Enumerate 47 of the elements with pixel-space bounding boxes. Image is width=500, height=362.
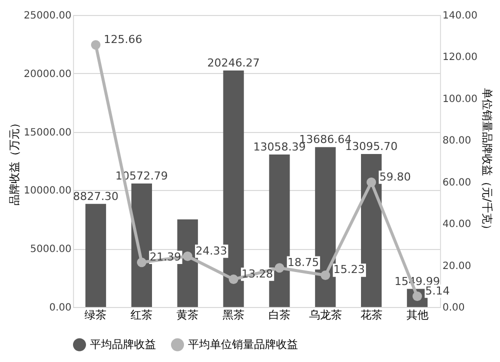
bar (85, 204, 106, 307)
point (228, 274, 238, 284)
x-tick-label: 花茶 (360, 308, 382, 322)
data-label: 21.39 (150, 250, 182, 264)
legend-label: 平均单位销量品牌收益 (188, 338, 298, 351)
data-label: 13058.39 (253, 140, 306, 154)
y-tick-label: 10000.00 (24, 186, 72, 197)
y-tick-label: 5000.00 (30, 244, 72, 256)
x-tick-label: 白茶 (268, 308, 290, 322)
y2-tick-label: 60.00 (442, 177, 472, 188)
y2-tick-label: 80.00 (442, 136, 472, 147)
y2-tick-label: 20.00 (442, 260, 472, 272)
data-label: 59.80 (379, 170, 411, 184)
data-label: 5.14 (425, 284, 450, 298)
y2-axis-title: 单位销量品牌收益（元/千克） (480, 88, 494, 235)
point (90, 40, 100, 50)
data-label: 15.23 (333, 263, 365, 276)
data-label: 18.75 (287, 256, 319, 269)
point (366, 178, 376, 188)
x-tick-label: 黑茶 (222, 308, 245, 322)
data-label: 125.66 (104, 32, 142, 46)
y-tick-label: 20000.00 (24, 68, 72, 80)
x-tick-label: 绿茶 (84, 308, 107, 322)
y-tick-label: 25000.00 (24, 10, 72, 22)
data-label: 24.33 (196, 244, 228, 258)
y2-tick-label: 120.00 (442, 52, 478, 64)
y2-tick-label: 0.00 (442, 302, 465, 314)
point (136, 258, 146, 268)
bar (131, 184, 152, 307)
point (320, 270, 330, 280)
data-label: 13.28 (242, 267, 274, 280)
y-tick-label: 0.00 (49, 302, 72, 314)
y-axis-title: 品牌收益（万元） (8, 118, 21, 206)
point (274, 263, 284, 273)
y2-tick-label: 100.00 (442, 94, 478, 105)
point (182, 252, 192, 261)
y-tick-label: 15000.00 (24, 127, 72, 138)
x-tick-label: 其他 (406, 308, 428, 322)
data-label: 8827.30 (72, 190, 118, 203)
data-label: 20246.27 (207, 56, 260, 70)
data-label: 13095.70 (345, 140, 398, 154)
x-tick-label: 黄茶 (176, 308, 199, 322)
x-tick-label: 乌龙茶 (308, 308, 342, 322)
x-tick-label: 红茶 (130, 308, 153, 322)
legend-label: 平均品牌收益 (90, 338, 156, 351)
y2-tick-label: 140.00 (442, 10, 478, 22)
y2-tick-label: 40.00 (442, 219, 472, 230)
